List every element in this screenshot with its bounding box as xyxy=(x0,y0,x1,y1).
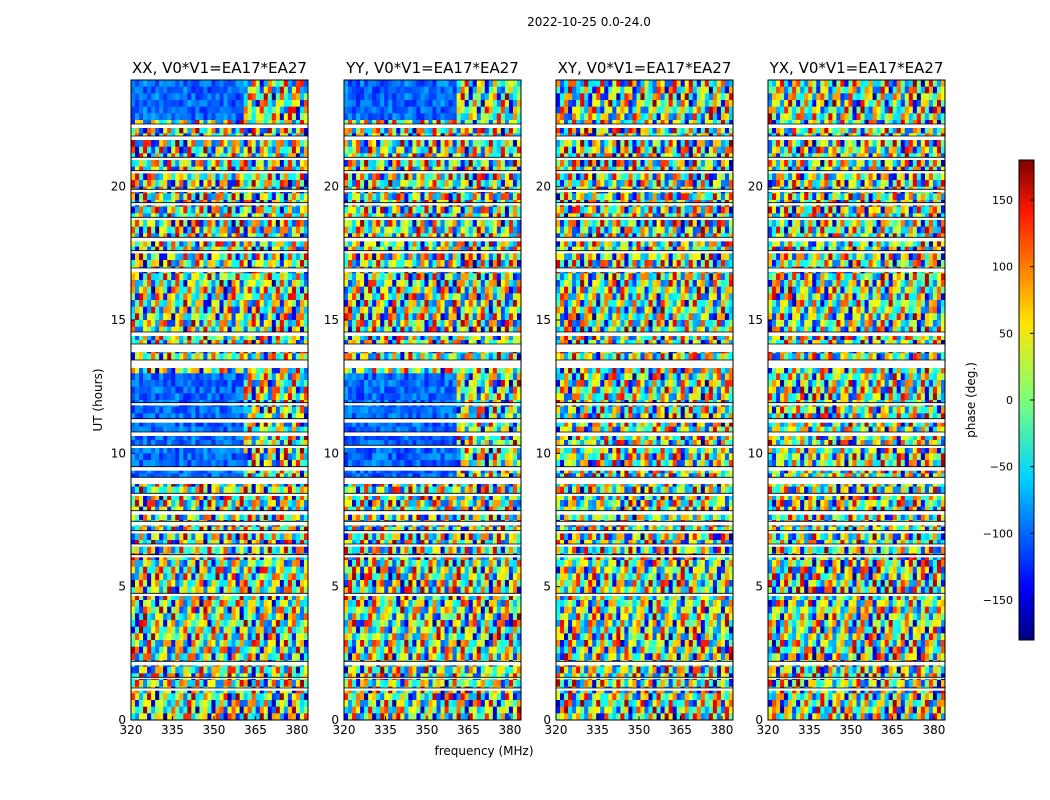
y-tick-label: 0 xyxy=(755,713,763,727)
x-tick-label: 380 xyxy=(285,723,308,737)
x-tick-label: 365 xyxy=(881,723,904,737)
panel-yx: YX, V0*V1=EA17*EA27 320 335 350 365 380 0 5 10 15… xyxy=(748,59,946,737)
y-tick-label: 0 xyxy=(118,713,126,727)
y-tick-label: 10 xyxy=(748,446,763,460)
y-tick-label: 20 xyxy=(748,180,763,194)
x-tick-label: 335 xyxy=(161,723,184,737)
panel-frame xyxy=(767,79,946,721)
x-tick-label: 380 xyxy=(498,723,521,737)
colorbar: 150 100 50 0 −50 −100 −150 phase (deg.) xyxy=(964,159,1035,641)
figure-title: 2022-10-25 0.0-24.0 xyxy=(527,15,651,29)
x-tick-label: 350 xyxy=(416,723,439,737)
phase-image xyxy=(768,80,945,720)
panel-frame xyxy=(555,79,734,721)
x-tick-label: 365 xyxy=(669,723,692,737)
panel-frame xyxy=(343,79,522,721)
y-tick-label: 15 xyxy=(748,313,763,327)
x-tick-label: 365 xyxy=(244,723,267,737)
x-tick-label: 320 xyxy=(333,723,356,737)
phase-image xyxy=(556,80,733,720)
phase-image xyxy=(131,80,308,720)
y-tick-label: 20 xyxy=(111,180,126,194)
colorbar-tick-label: 50 xyxy=(999,327,1013,340)
y-tick-label: 10 xyxy=(536,446,551,460)
x-tick-label: 320 xyxy=(757,723,780,737)
colorbar-tick-label: −150 xyxy=(983,594,1013,607)
colorbar-tick-label: 100 xyxy=(992,261,1013,274)
colorbar-tick-label: −100 xyxy=(983,527,1013,540)
x-tick-label: 350 xyxy=(628,723,651,737)
panel-xy: XY, V0*V1=EA17*EA27 320 335 350 365 380 0 5 10 15… xyxy=(536,59,734,737)
panels: XX, V0*V1=EA17*EA27 320 335 350 365 380 0 5 10 15… xyxy=(111,59,946,737)
y-tick-label: 0 xyxy=(543,713,551,727)
colorbar-ticks: 150 100 50 0 −50 −100 −150 xyxy=(983,194,1034,607)
y-tick-label: 15 xyxy=(111,313,126,327)
y-tick-label: 15 xyxy=(536,313,551,327)
panel-xx: XX, V0*V1=EA17*EA27 320 335 350 365 380 0 5 10 15… xyxy=(111,59,309,737)
x-tick-label: 320 xyxy=(545,723,568,737)
x-tick-label: 350 xyxy=(840,723,863,737)
colorbar-tick-label: 150 xyxy=(992,194,1013,207)
panel-frame xyxy=(130,79,309,721)
y-tick-label: 10 xyxy=(111,446,126,460)
panel-title: YY, V0*V1=EA17*EA27 xyxy=(345,59,519,77)
colorbar-tick-label: 0 xyxy=(1006,394,1013,407)
x-tick-label: 320 xyxy=(120,723,143,737)
x-tick-label: 335 xyxy=(374,723,397,737)
colorbar-tick-label: −50 xyxy=(990,461,1013,474)
y-tick-label: 5 xyxy=(331,580,339,594)
x-tick-label: 365 xyxy=(457,723,480,737)
x-tick-label: 335 xyxy=(586,723,609,737)
panel-title: XY, V0*V1=EA17*EA27 xyxy=(558,59,732,77)
x-axis-label: frequency (MHz) xyxy=(434,744,533,758)
panel-yy: YY, V0*V1=EA17*EA27 320 335 350 365 380 0 5 10 15… xyxy=(324,59,522,737)
y-tick-label: 5 xyxy=(118,580,126,594)
x-tick-label: 380 xyxy=(710,723,733,737)
panel-title: XX, V0*V1=EA17*EA27 xyxy=(132,59,307,77)
panel-title: YX, V0*V1=EA17*EA27 xyxy=(769,59,944,77)
y-axis-label: UT (hours) xyxy=(91,368,105,431)
y-tick-label: 15 xyxy=(324,313,339,327)
y-tick-label: 20 xyxy=(324,180,339,194)
x-tick-label: 350 xyxy=(203,723,226,737)
y-tick-label: 20 xyxy=(536,180,551,194)
colorbar-label: phase (deg.) xyxy=(964,362,978,438)
phase-image xyxy=(344,80,521,720)
y-tick-label: 5 xyxy=(755,580,763,594)
y-tick-label: 10 xyxy=(324,446,339,460)
x-tick-label: 335 xyxy=(798,723,821,737)
x-tick-label: 380 xyxy=(922,723,945,737)
y-tick-label: 5 xyxy=(543,580,551,594)
y-tick-label: 0 xyxy=(331,713,339,727)
